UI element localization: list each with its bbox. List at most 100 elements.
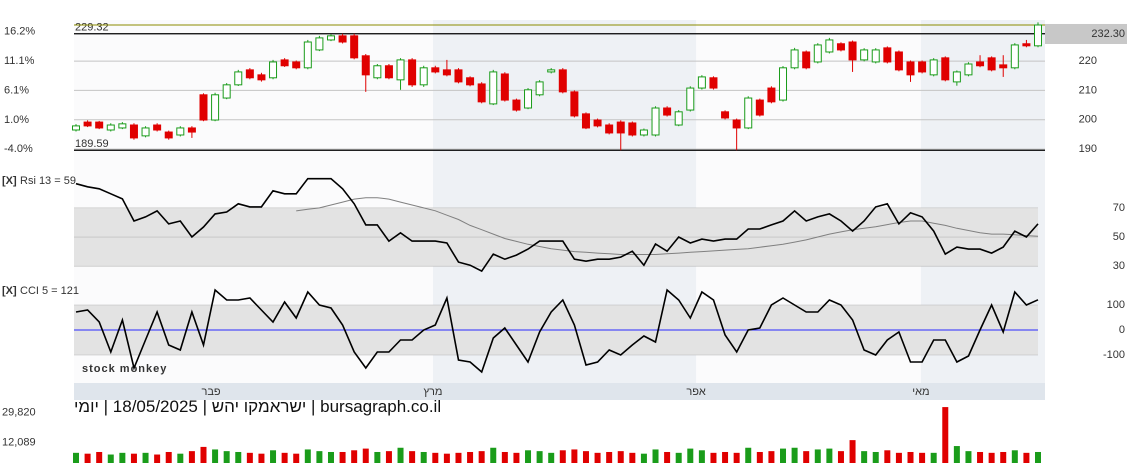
indicator-title: Rsi 13 = 59 xyxy=(20,175,76,187)
volume-bar xyxy=(814,449,821,463)
volume-bar xyxy=(304,449,311,463)
candle-body xyxy=(466,77,475,86)
volume-bar xyxy=(559,450,566,463)
volume-bar xyxy=(154,454,161,463)
volume-bar xyxy=(281,452,288,463)
volume-bar xyxy=(316,451,323,463)
volume-bar xyxy=(710,452,717,463)
y-tick-label: 29,820 xyxy=(2,406,36,418)
volume-bar xyxy=(930,452,937,463)
volume-bar xyxy=(907,451,914,463)
candle-body xyxy=(176,127,185,136)
volume-bar xyxy=(861,451,868,463)
candle-body xyxy=(269,61,278,79)
candle-body xyxy=(721,111,730,119)
candle-body xyxy=(257,74,266,81)
volume-bar xyxy=(339,451,346,463)
indicator-line xyxy=(75,288,1039,374)
volume-bar xyxy=(490,447,497,463)
candle-body xyxy=(674,111,683,126)
volume-bar xyxy=(756,451,763,463)
x-tick-label: אפר xyxy=(686,386,706,398)
y-tick-label: 70 xyxy=(1113,202,1125,214)
volume-bar xyxy=(235,451,242,463)
volume-bar xyxy=(84,453,91,463)
candle-body xyxy=(1034,24,1042,47)
volume-bar xyxy=(675,452,682,463)
last-price-box xyxy=(1045,23,1127,44)
volume-bar xyxy=(188,451,195,463)
volume-bar xyxy=(73,452,79,463)
y-tick-label: 210 xyxy=(1079,84,1097,96)
volume-bar xyxy=(165,451,172,463)
candle-body xyxy=(790,49,799,69)
candle-body xyxy=(384,65,393,79)
candle-body xyxy=(280,59,289,67)
candle-body xyxy=(628,122,637,136)
candle-body xyxy=(153,124,162,131)
candle-body xyxy=(1010,44,1019,69)
candle-body xyxy=(315,37,324,51)
x-axis-band xyxy=(74,383,1045,400)
volume-bar xyxy=(177,453,184,463)
volume-bar xyxy=(409,451,416,463)
volume-bar xyxy=(872,451,879,463)
volume-bar xyxy=(629,452,636,463)
candle-body xyxy=(651,107,660,136)
volume-bar xyxy=(351,450,358,463)
candle-body xyxy=(755,99,764,116)
candle-body xyxy=(558,69,567,93)
volume-bar xyxy=(594,452,601,463)
candle-body xyxy=(454,69,463,83)
volume-bar xyxy=(1000,451,1007,463)
candle-body xyxy=(431,67,440,73)
y-tick-label: 220 xyxy=(1079,55,1097,67)
candle-body xyxy=(419,67,428,86)
candle-body xyxy=(686,87,695,111)
candle-body xyxy=(918,61,927,73)
volume-bar xyxy=(258,453,265,463)
candle-body xyxy=(234,71,243,86)
volume-bar xyxy=(582,451,589,463)
volume-bar xyxy=(988,452,995,463)
volume-bar xyxy=(1011,450,1018,463)
close-toggle[interactable]: [X] xyxy=(2,175,17,187)
candle-body xyxy=(129,124,138,139)
y-tick-label: 100 xyxy=(1107,299,1125,311)
x-tick-label: מרץ xyxy=(423,386,442,398)
candle-body xyxy=(848,41,857,61)
level-label: 229.32 xyxy=(75,22,109,34)
volume-bar xyxy=(698,450,705,463)
volume-bar xyxy=(895,452,902,463)
candle-body xyxy=(976,61,985,67)
candle-body xyxy=(779,67,788,101)
candle-body xyxy=(338,35,347,43)
candle-body xyxy=(894,51,903,71)
candle-body xyxy=(836,43,845,51)
y-tick-label: 0 xyxy=(1119,324,1125,336)
y-tick-label: 200 xyxy=(1079,114,1097,126)
candle-body xyxy=(813,44,822,63)
volume-bar xyxy=(977,451,984,463)
candle-body xyxy=(767,87,776,103)
volume-bar xyxy=(664,451,671,463)
volume-bar xyxy=(953,446,960,463)
y-tick-label: -100 xyxy=(1103,349,1125,361)
y-tick-label: 12,089 xyxy=(2,436,36,448)
candle-body xyxy=(211,94,220,121)
last-price-label: 232.30 xyxy=(1091,28,1125,40)
volume-bar xyxy=(130,453,137,463)
volume-bar xyxy=(385,451,392,463)
volume-bar xyxy=(548,452,555,463)
candle-body xyxy=(141,127,150,137)
candle-body xyxy=(744,97,753,129)
close-toggle[interactable]: [X] xyxy=(2,285,17,297)
candle-body xyxy=(326,35,335,41)
volume-bar xyxy=(768,451,775,463)
candle-body xyxy=(593,119,602,127)
y2-tick-label: 6.1% xyxy=(4,84,29,96)
volume-bar xyxy=(1035,451,1041,463)
candle-body xyxy=(477,83,486,103)
candle-body xyxy=(929,59,938,76)
